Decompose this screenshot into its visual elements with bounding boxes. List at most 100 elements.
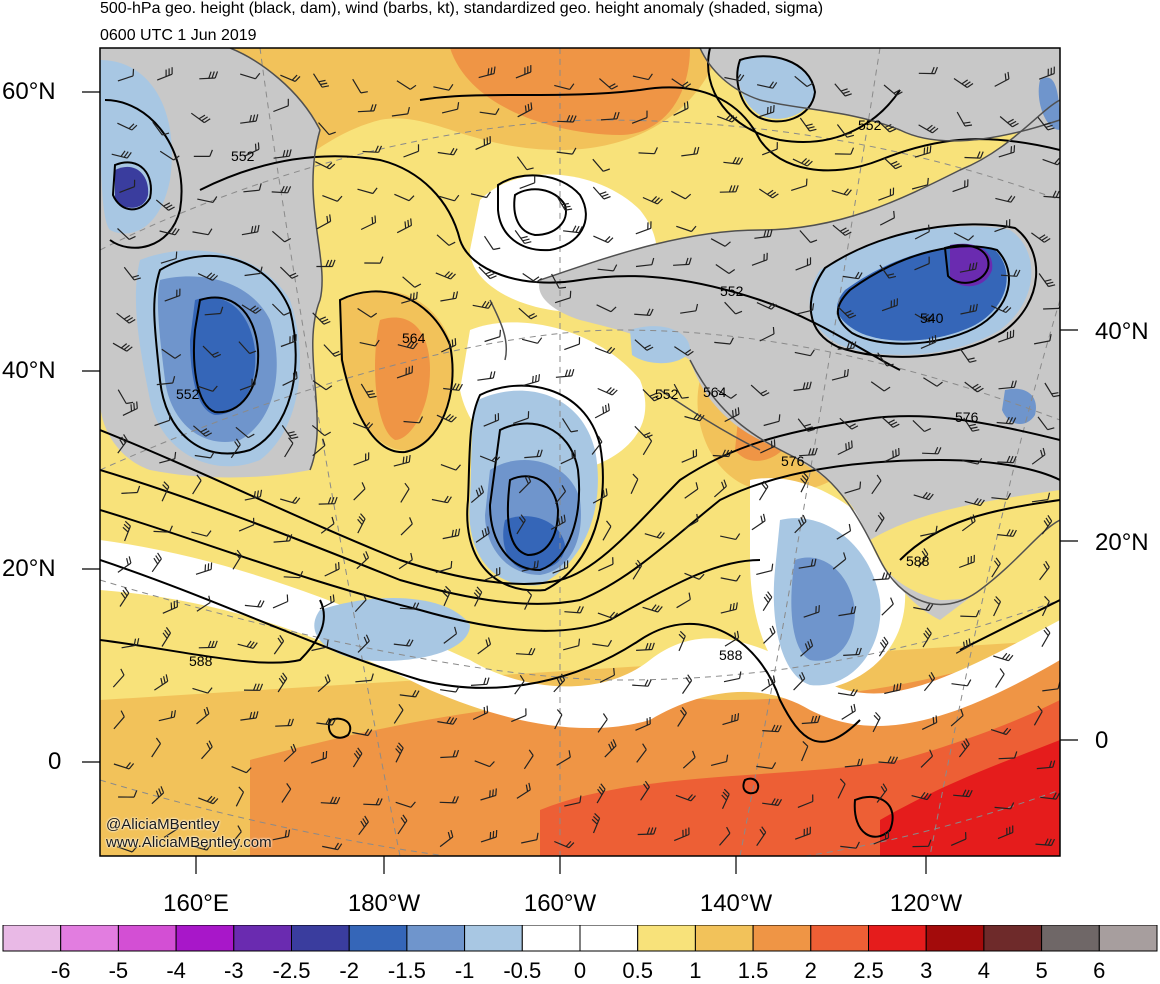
- colorbar-cell: [234, 925, 292, 951]
- colorbar-label: 4: [978, 958, 990, 984]
- lat-label: 20°N: [2, 555, 56, 583]
- wind-barb-flag: [539, 374, 540, 381]
- wind-barb-flag: [687, 101, 688, 108]
- wind-barb-flag: [846, 443, 847, 450]
- wind-barb-flag: [579, 639, 580, 646]
- lat-label: 40°N: [1095, 318, 1149, 346]
- wind-barb-flag: [773, 327, 774, 334]
- wind-barb-flag: [131, 404, 132, 411]
- wind-barb: [154, 531, 170, 532]
- colorbar: [0, 925, 1160, 955]
- wind-barb-flag: [927, 147, 928, 154]
- lon-label: 160°E: [163, 890, 229, 918]
- colorbar-label: -0.5: [503, 958, 541, 984]
- wind-barb-flag: [408, 220, 409, 227]
- colorbar-label: 1.5: [738, 958, 769, 984]
- colorbar-cell: [753, 925, 811, 951]
- wind-barb-flag: [848, 369, 849, 376]
- contour-label: 552: [231, 148, 255, 164]
- wind-barb-flag: [852, 441, 853, 448]
- wind-barb-flag: [134, 403, 135, 410]
- wind-barb-flag: [1005, 73, 1006, 80]
- wind-barb-flag: [768, 107, 769, 114]
- wind-barb-flag: [411, 294, 412, 301]
- wind-barb-flag: [575, 450, 576, 457]
- colorbar-cell: [3, 925, 61, 951]
- colorbar-label: -3: [224, 958, 244, 984]
- colorbar-cell: [407, 925, 465, 951]
- wind-barb-flag: [490, 790, 491, 797]
- wind-barb-flag: [175, 452, 176, 459]
- wind-barb-flag: [256, 144, 257, 151]
- colorbar-cell: [926, 925, 984, 951]
- colorbar-cell: [984, 925, 1042, 951]
- wind-barb-flag: [685, 103, 686, 110]
- colorbar-label: 5: [1035, 958, 1047, 984]
- wind-barb: [960, 616, 976, 617]
- contour-label: 588: [719, 647, 743, 663]
- wind-barb-flag: [896, 449, 897, 456]
- colorbar-label: -6: [51, 958, 71, 984]
- colorbar-label: 6: [1093, 958, 1105, 984]
- credit-website: www.AliciaMBentley.com: [106, 834, 272, 851]
- contour-label: 588: [906, 553, 930, 569]
- wind-barb-flag: [614, 668, 615, 675]
- wind-barb-flag: [493, 789, 494, 796]
- colorbar-label: 2: [805, 958, 817, 984]
- wind-barb-flag: [296, 371, 297, 378]
- wind-barb-flag: [536, 375, 537, 382]
- wind-barb-flag: [559, 287, 566, 288]
- wind-barb-flag: [406, 456, 407, 463]
- wind-barb-flag: [894, 211, 895, 218]
- wind-barb-flag: [372, 217, 373, 224]
- wind-barb-flag: [455, 338, 456, 345]
- colorbar-label: -5: [109, 958, 129, 984]
- wind-barb-flag: [333, 595, 334, 602]
- contour-label: 552: [858, 117, 882, 133]
- wind-barb-flag: [449, 341, 450, 348]
- wind-barb-flag: [735, 714, 736, 721]
- wind-barb-flag: [933, 717, 934, 724]
- wind-barb-flag: [893, 451, 894, 458]
- wind-barb-flag: [528, 104, 529, 111]
- contour-label: 576: [781, 453, 805, 469]
- contour-label: 552: [176, 386, 200, 402]
- wind-barb-flag: [531, 102, 532, 109]
- wind-barb-flag: [137, 402, 138, 409]
- colorbar-label: -1.5: [388, 958, 426, 984]
- contour-label: 540: [920, 310, 944, 326]
- anomaly-map: 552 552 552 552 564 552 564 540 576 576 …: [0, 0, 1160, 925]
- wind-barb-flag: [409, 455, 410, 462]
- wind-barb-flag: [496, 788, 497, 795]
- wind-barb: [638, 834, 654, 835]
- wind-barb-flag: [331, 596, 332, 603]
- wind-barb-flag: [417, 292, 418, 299]
- wind-barb-flag: [488, 68, 489, 75]
- wind-barb-flag: [405, 221, 406, 228]
- wind-barb: [1043, 308, 1059, 309]
- contour-label: 588: [189, 653, 213, 669]
- wind-barb-flag: [533, 376, 534, 383]
- colorbar-cell: [61, 925, 119, 951]
- lat-label: 60°N: [2, 78, 56, 106]
- wind-barb: [639, 153, 655, 154]
- wind-barb-flag: [924, 148, 925, 155]
- wind-barb-flag: [500, 330, 501, 337]
- colorbar-label: -2: [339, 958, 359, 984]
- colorbar-cell: [118, 925, 176, 951]
- wind-barb-flag: [844, 370, 845, 377]
- wind-barb-flag: [339, 562, 340, 569]
- wind-barb-flag: [452, 340, 453, 347]
- colorbar-cell: [811, 925, 869, 951]
- colorbar-cell: [522, 925, 580, 951]
- wind-barb-flag: [929, 225, 930, 232]
- wind-barb-flag: [572, 451, 573, 458]
- wind-barb-flag: [860, 482, 861, 489]
- lon-label: 140°W: [700, 890, 772, 918]
- wind-barb-flag: [451, 561, 452, 568]
- credit-handle: @AliciaMBentley: [106, 816, 220, 833]
- wind-barb-flag: [487, 706, 488, 713]
- wind-barb-flag: [606, 405, 607, 412]
- wind-barb-flag: [603, 406, 604, 413]
- colorbar-cell: [465, 925, 523, 951]
